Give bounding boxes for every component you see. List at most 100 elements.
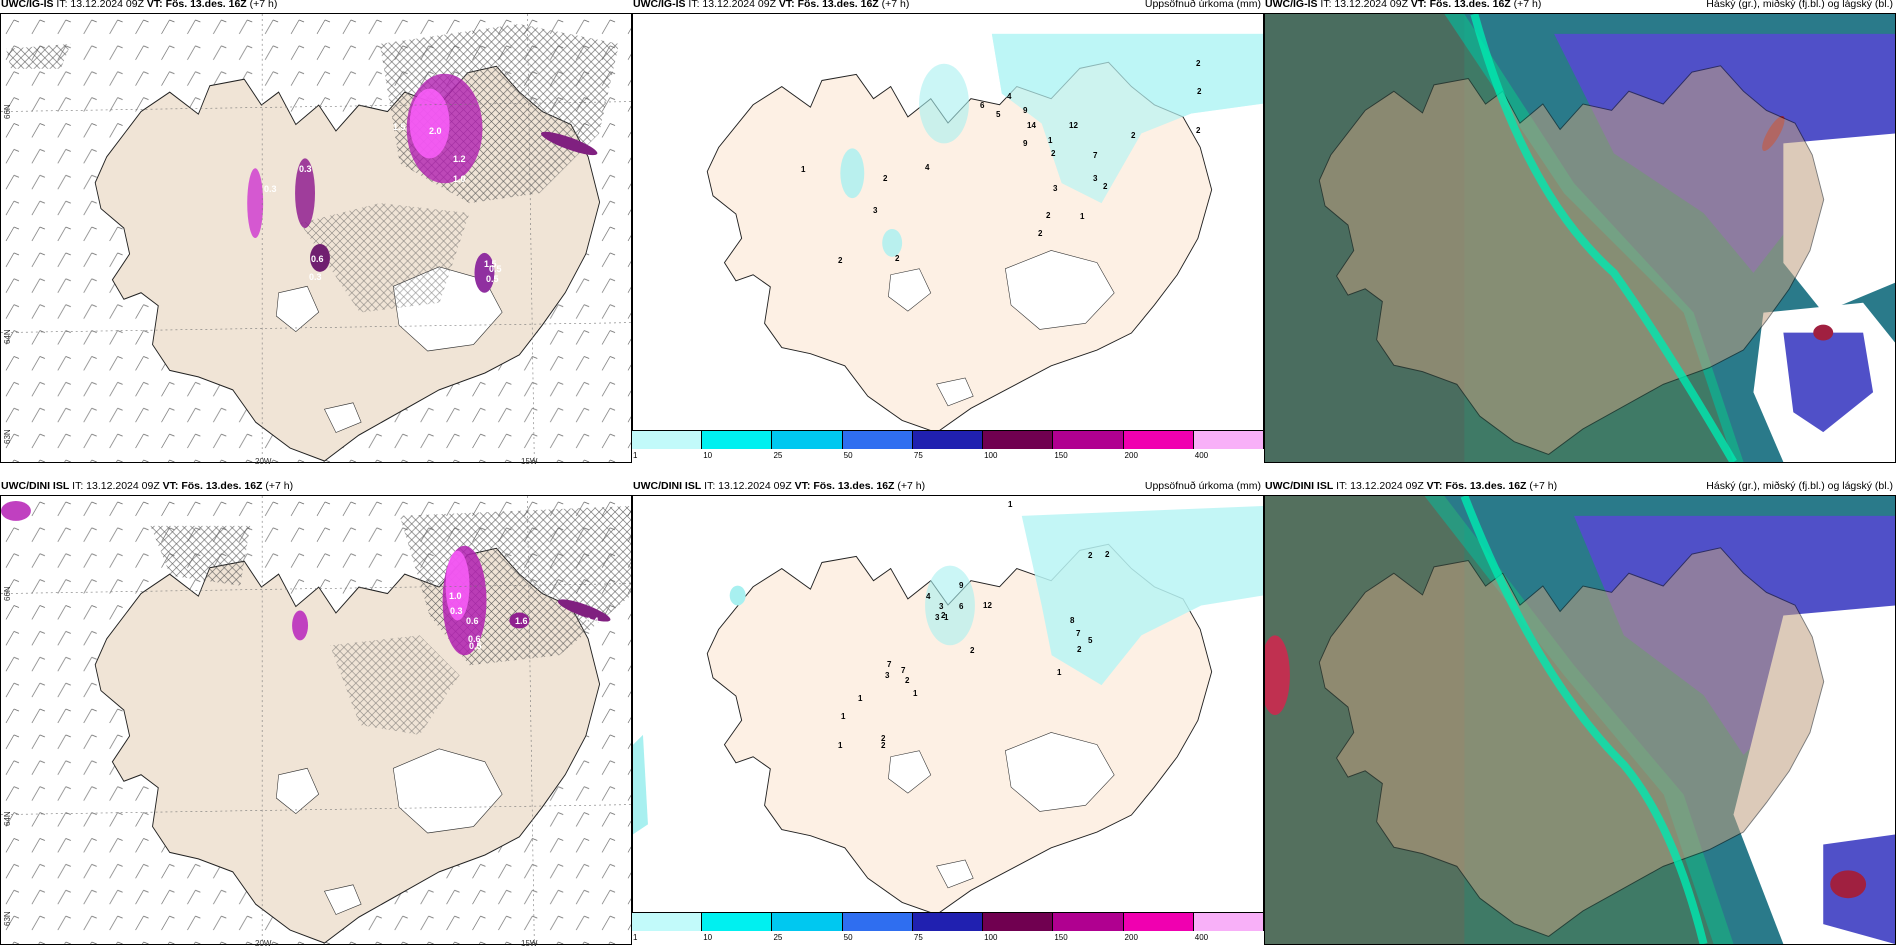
- snow-value-label: 0.5: [486, 274, 499, 284]
- precip-map[interactable]: [633, 14, 1263, 430]
- precip-value-label: 2: [1196, 126, 1201, 135]
- snow-value-label: 1.0: [449, 591, 462, 601]
- colorbar-tick-label: 100: [984, 451, 998, 460]
- precip-value-label: 2: [905, 676, 910, 685]
- precip-value-label: 2: [881, 734, 886, 743]
- snow-wind-panel-row1: UWC/IG-IS IT: 13.12.2024 09Z VT: Fös. 13…: [0, 0, 632, 466]
- precip-value-label: 2: [838, 256, 843, 265]
- precip-value-label: 1: [913, 689, 918, 698]
- colorbar-tick-label: 25: [773, 451, 783, 460]
- snow-value-label: 1.5: [484, 259, 497, 269]
- colorbar-tick-label: 1: [633, 933, 638, 942]
- precip-value-label: 1: [841, 712, 846, 721]
- precip-value-label: 3: [935, 613, 940, 622]
- colorbar-swatch: [912, 913, 984, 931]
- precip-value-label: 7: [901, 666, 906, 675]
- colorbar-swatch: [1123, 913, 1194, 931]
- precip-value-label: 4: [1007, 92, 1012, 101]
- cloud-map[interactable]: [1265, 14, 1895, 462]
- precip-title: Uppsöfnuð úrkoma (mm): [1144, 480, 1261, 492]
- precip-value-label: 5: [996, 110, 1001, 119]
- colorbar-tick-label: 200: [1124, 933, 1138, 942]
- precip-value-label: 6: [980, 101, 985, 110]
- colorbar-tick-label: 75: [913, 933, 923, 942]
- precip-value-label: 9: [959, 581, 964, 590]
- precip-value-label: 2: [883, 174, 888, 183]
- precip-value-label: 2: [1046, 211, 1051, 220]
- colorbar-tick-label: 100: [984, 933, 998, 942]
- colorbar-swatch: [1123, 431, 1194, 449]
- snow-value-label: 0.3: [299, 164, 312, 174]
- precip-value-label: 3: [939, 602, 944, 611]
- colorbar-swatch: [1053, 431, 1124, 449]
- colorbar-swatch: [983, 431, 1054, 449]
- precip-value-label: 12: [983, 601, 992, 610]
- colorbar-swatch: [842, 913, 913, 931]
- colorbar-tick-label: 150: [1054, 451, 1068, 460]
- snow-value-label: 0.6: [311, 254, 324, 264]
- precip-value-label: 1: [1080, 212, 1085, 221]
- lat-label-64n: 64N: [3, 811, 12, 826]
- colorbar-swatch: [1053, 913, 1124, 931]
- precip-value-label: 3: [885, 671, 890, 680]
- colorbar-swatch: [632, 913, 703, 931]
- precip-title: Uppsöfnuð úrkoma (mm): [1144, 0, 1261, 10]
- snow-value-label: 0.6: [468, 634, 481, 644]
- panel-header: UWC/DINI ISL IT: 13.12.2024 09Z VT: Fös.…: [633, 480, 1261, 492]
- colorbar-swatch: [842, 431, 913, 449]
- snow-value-label: 0.6: [466, 616, 479, 626]
- colorbar-swatch: [1193, 431, 1264, 449]
- precip-value-label: 2: [895, 254, 900, 263]
- precip-value-label: 2: [970, 646, 975, 655]
- colorbar-tick-label: 400: [1194, 451, 1209, 460]
- wind-snow-map[interactable]: [1, 496, 631, 944]
- precip-value-label: 12: [1069, 121, 1078, 130]
- precip-value-label: 2: [1088, 551, 1093, 560]
- snow-value-label: 0.5: [469, 641, 482, 651]
- precip-value-label: 2: [1196, 59, 1201, 68]
- precip-value-label: 2: [1105, 550, 1110, 559]
- colorbar-swatch: [983, 913, 1054, 931]
- wind-snow-map[interactable]: [1, 14, 631, 462]
- precip-value-label: 3: [1093, 174, 1098, 183]
- colorbar-tick-label: 150: [1054, 933, 1068, 942]
- colorbar-swatch: [772, 913, 843, 931]
- precip-value-label: 2: [1131, 131, 1136, 140]
- snow-value-label: 0.3: [309, 272, 322, 282]
- colorbar-tick-label: 1: [633, 451, 638, 460]
- snow-wind-panel-row2: UWC/DINI ISL IT: 13.12.2024 09Z VT: Fös.…: [0, 480, 632, 948]
- precip-value-label: 6: [959, 602, 964, 611]
- precip-value-label: 2: [1077, 645, 1082, 654]
- colorbar-tick-label: 50: [843, 933, 853, 942]
- precip-value-label: 2: [1197, 87, 1202, 96]
- cloud-map[interactable]: [1265, 496, 1895, 944]
- lon-label-20w: 20W: [255, 939, 272, 948]
- precip-value-label: 1: [838, 741, 843, 750]
- precip-value-label: 1: [858, 694, 863, 703]
- colorbar-swatch: [702, 431, 773, 449]
- precip-value-label: 7: [1076, 629, 1081, 638]
- panel-header: UWC/IG-IS IT: 13.12.2024 09Z VT: Fös. 13…: [633, 0, 1261, 10]
- lat-label-63n: 63N: [3, 911, 12, 926]
- colorbar-swatch: [1193, 913, 1264, 931]
- colorbar-tick-label: 75: [913, 451, 923, 460]
- precip-value-label: 2: [1103, 182, 1108, 191]
- precip-value-label: 14: [1027, 121, 1036, 130]
- precip-map[interactable]: [633, 496, 1263, 912]
- precip-value-label: 5: [1088, 636, 1093, 645]
- precip-panel-row2: UWC/DINI ISL IT: 13.12.2024 09Z VT: Fös.…: [632, 480, 1264, 913]
- panel-header: UWC/DINI ISL IT: 13.12.2024 09Z VT: Fös.…: [1265, 480, 1893, 492]
- precip-value-label: 2: [1051, 149, 1056, 158]
- colorbar-tick-label: 25: [773, 933, 783, 942]
- precip-value-label: 7: [887, 660, 892, 669]
- colorbar-tick-label: 200: [1124, 451, 1138, 460]
- precip-value-label: 1: [1057, 668, 1062, 677]
- colorbar-tick-label: 50: [843, 451, 853, 460]
- lon-label-15w: 15W: [521, 457, 538, 466]
- precip-value-label: 7: [1093, 151, 1098, 160]
- cloud-panel-row2: UWC/DINI ISL IT: 13.12.2024 09Z VT: Fös.…: [1264, 480, 1896, 945]
- lon-label-20w: 20W: [255, 457, 272, 466]
- precip-value-label: 1: [1048, 136, 1053, 145]
- precip-colorbar: 1 10 25 50 75 100 150 200 400: [632, 431, 1264, 460]
- precip-colorbar: 1 10 25 50 75 100 150 200 400: [632, 913, 1264, 942]
